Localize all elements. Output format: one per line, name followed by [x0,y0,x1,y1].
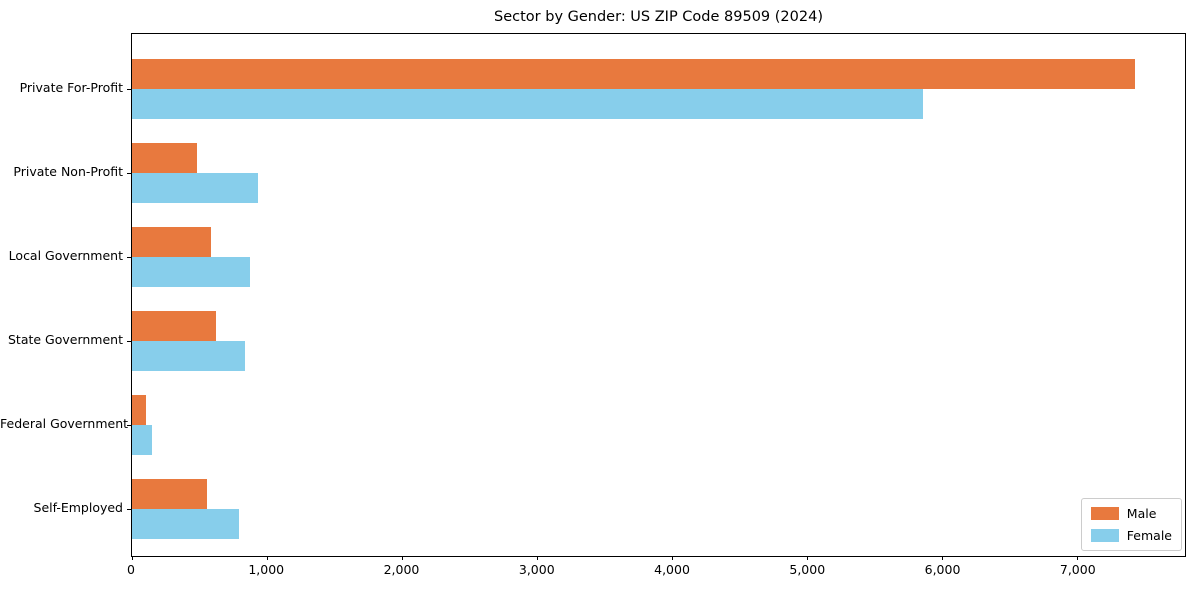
x-tick-mark [1077,556,1078,560]
x-tick-label-0: 0 [127,562,135,577]
legend-label-male: Male [1126,506,1157,521]
bar-female-private-non-profit [132,173,258,203]
bar-male-private-for-profit [132,59,1136,89]
bar-male-self-employed [132,479,207,509]
y-tick-mark [127,257,131,258]
bar-male-local-government [132,227,211,257]
x-tick-mark [402,556,403,560]
legend-swatch-male [1090,507,1119,520]
bar-female-self-employed [132,509,240,539]
y-tick-mark [127,425,131,426]
x-tick-mark [267,556,268,560]
y-tick-label-private-non-profit: Private Non-Profit [13,164,123,179]
y-tick-label-private-for-profit: Private For-Profit [19,80,123,95]
bar-female-state-government [132,341,246,371]
x-tick-label-6-000: 6,000 [924,562,961,577]
y-tick-label-state-government: State Government [7,332,123,347]
x-tick-label-7-000: 7,000 [1059,562,1096,577]
x-tick-label-1-000: 1,000 [248,562,285,577]
legend-swatch-female [1090,529,1119,542]
y-tick-mark [127,341,131,342]
y-tick-mark [127,173,131,174]
bar-male-federal-government [132,395,147,425]
x-tick-mark [942,556,943,560]
x-tick-mark [672,556,673,560]
x-tick-mark [537,556,538,560]
x-tick-label-4-000: 4,000 [654,562,690,577]
bar-male-private-non-profit [132,143,197,173]
x-tick-mark [132,556,133,560]
legend: Male Female [1080,498,1182,551]
legend-item-female: Female [1090,528,1172,543]
y-tick-mark [127,89,131,90]
x-tick-mark [807,556,808,560]
y-tick-label-local-government: Local Government [8,248,123,263]
bar-female-private-for-profit [132,89,924,119]
bar-female-federal-government [132,425,153,455]
legend-item-male: Male [1090,506,1172,521]
legend-label-female: Female [1126,528,1172,543]
x-tick-label-2-000: 2,000 [383,562,420,577]
x-axis-labels: 0 1,000 2,000 3,000 4,000 5,000 6,000 7,000 [127,562,1186,580]
bar-female-local-government [132,257,251,287]
y-tick-label-self-employed: Self-Employed [33,500,123,515]
x-tick-label-5-000: 5,000 [789,562,826,577]
bar-male-state-government [132,311,216,341]
y-axis-labels: Private For-Profit Private Non-Profit Loca… [0,33,129,557]
y-tick-label-federal-government: Federal Government [0,416,129,431]
plot-area: Male Female [127,33,1186,560]
chart-title: Sector by Gender: US ZIP Code 89509 (202… [494,9,823,25]
y-tick-mark [127,509,131,510]
x-tick-label-3-000: 3,000 [518,562,555,577]
